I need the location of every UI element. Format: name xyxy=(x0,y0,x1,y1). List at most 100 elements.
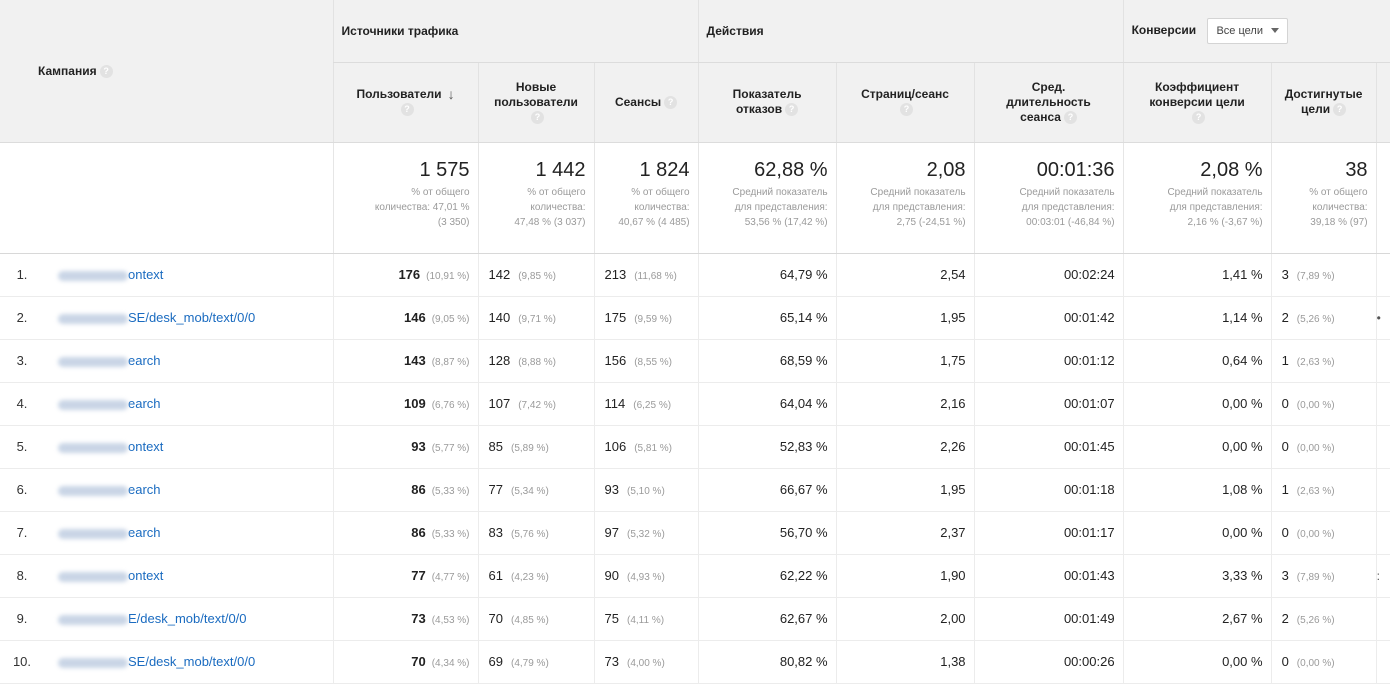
redacted-text xyxy=(58,270,128,281)
row-edge-cell xyxy=(1375,425,1390,469)
bounce-rate-column-header[interactable]: Показатель отказов? xyxy=(697,62,837,143)
new-users-column-header[interactable]: Новые пользователи? xyxy=(477,62,595,143)
avg-session-duration-column-header[interactable]: Сред. длительность сеанса? xyxy=(973,62,1124,143)
new-users-cell: 128 (8,88 %) xyxy=(477,339,595,383)
campaign-link[interactable]: ontext xyxy=(128,439,164,454)
sessions-cell: 75 (4,11 %) xyxy=(593,597,699,641)
table-row[interactable]: 7. earch 86 (5,33 %) 83 (5,76 %) 97 (5,32 %) 56,… xyxy=(0,511,1390,555)
row-edge-cell xyxy=(1375,382,1390,426)
avg-duration-cell: 00:01:18 xyxy=(973,468,1124,512)
avg-duration-cell: 00:01:42 xyxy=(973,296,1124,340)
conversion-rate-cell: 0,64 % xyxy=(1122,339,1272,383)
help-icon[interactable]: ? xyxy=(531,110,545,124)
campaign-link[interactable]: ontext xyxy=(128,267,164,282)
campaign-name-cell[interactable]: SE/desk_mob/text/0/0 xyxy=(44,296,334,340)
campaign-link[interactable]: earch xyxy=(128,525,161,540)
pages-per-session-column-header[interactable]: Страниц/сеанс? xyxy=(835,62,975,143)
users-column-header[interactable]: Пользователи ↓? xyxy=(332,62,479,143)
campaign-link[interactable]: earch xyxy=(128,396,161,411)
redacted-text xyxy=(58,571,128,582)
users-cell: 176 (10,91 %) xyxy=(332,253,479,297)
help-icon[interactable]: ? xyxy=(664,95,678,109)
sessions-cell: 106 (5,81 %) xyxy=(593,425,699,469)
campaign-name-cell[interactable]: earch xyxy=(44,382,334,426)
redacted-text xyxy=(58,399,128,410)
help-icon[interactable]: ? xyxy=(1192,110,1206,124)
pages-per-session-cell: 1,38 xyxy=(835,640,975,684)
redacted-text xyxy=(58,614,128,625)
sessions-column-header[interactable]: Сеансы? xyxy=(593,62,699,143)
sessions-cell: 114 (6,25 %) xyxy=(593,382,699,426)
row-number: 2. xyxy=(0,296,44,340)
table-row[interactable]: 3. earch 143 (8,87 %) 128 (8,88 %) 156 (8,55 %)… xyxy=(0,339,1390,383)
help-icon[interactable]: ? xyxy=(400,103,414,117)
goals-dropdown[interactable]: Все цели xyxy=(1207,17,1288,44)
table-row[interactable]: 9. E/desk_mob/text/0/0 73 (4,53 %) 70 (4,85 %… xyxy=(0,597,1390,641)
table-row[interactable]: 4. earch 109 (6,76 %) 107 (7,42 %) 114 (6,25 %)… xyxy=(0,382,1390,426)
sessions-cell: 93 (5,10 %) xyxy=(593,468,699,512)
row-edge-cell xyxy=(1375,511,1390,555)
bounce-rate-cell: 65,14 % xyxy=(697,296,837,340)
sessions-cell: 156 (8,55 %) xyxy=(593,339,699,383)
campaign-name-cell[interactable]: ontext xyxy=(44,253,334,297)
campaign-link[interactable]: earch xyxy=(128,353,161,368)
row-number: 3. xyxy=(0,339,44,383)
redacted-text xyxy=(58,442,128,453)
avg-duration-cell: 00:01:43 xyxy=(973,554,1124,598)
table-row[interactable]: 10. SE/desk_mob/text/0/0 70 (4,34 %) 69 (4,79… xyxy=(0,640,1390,684)
bounce-rate-cell: 64,79 % xyxy=(697,253,837,297)
row-edge-cell xyxy=(1375,597,1390,641)
pages-per-session-cell: 2,54 xyxy=(835,253,975,297)
bounce-rate-cell: 62,67 % xyxy=(697,597,837,641)
help-icon[interactable]: ? xyxy=(1063,110,1077,124)
sessions-cell: 97 (5,32 %) xyxy=(593,511,699,555)
campaign-name-cell[interactable]: E/desk_mob/text/0/0 xyxy=(44,597,334,641)
totals-avg-duration: 00:01:36 Средний показатель для представле… xyxy=(973,142,1124,254)
table-row[interactable]: 5. ontext 93 (5,77 %) 85 (5,89 %) 106 (5,81 %) 5… xyxy=(0,425,1390,469)
goal-completions-column-header[interactable]: Достигнутые цели? xyxy=(1270,62,1377,143)
table-row[interactable]: 6. earch 86 (5,33 %) 77 (5,34 %) 93 (5,10 %) 66,… xyxy=(0,468,1390,512)
new-users-cell: 140 (9,71 %) xyxy=(477,296,595,340)
campaign-name-cell[interactable]: SE/desk_mob/text/0/0 xyxy=(44,640,334,684)
redacted-text xyxy=(58,485,128,496)
new-users-cell: 69 (4,79 %) xyxy=(477,640,595,684)
row-edge-cell xyxy=(1375,468,1390,512)
help-icon[interactable]: ? xyxy=(1333,103,1347,117)
goal-completions-cell: 0 (0,00 %) xyxy=(1270,425,1377,469)
help-icon[interactable]: ? xyxy=(99,64,113,78)
avg-duration-cell: 00:00:26 xyxy=(973,640,1124,684)
help-icon[interactable]: ? xyxy=(785,103,799,117)
campaign-name-cell[interactable]: earch xyxy=(44,468,334,512)
campaign-link[interactable]: SE/desk_mob/text/0/0 xyxy=(128,654,256,669)
conversions-group-header: Конверсии Все цели xyxy=(1122,0,1390,63)
totals-conversion-rate: 2,08 % Средний показатель для представлени… xyxy=(1122,142,1272,254)
campaign-link[interactable]: SE/desk_mob/text/0/0 xyxy=(128,310,256,325)
row-number: 5. xyxy=(0,425,44,469)
pages-per-session-cell: 2,26 xyxy=(835,425,975,469)
row-edge-cell: • xyxy=(1375,296,1390,340)
goal-conversion-rate-column-header[interactable]: Коэффициент конверсии цели? xyxy=(1122,62,1272,143)
campaign-link[interactable]: E/desk_mob/text/0/0 xyxy=(128,611,247,626)
table-row[interactable]: 1. ontext 176 (10,91 %) 142 (9,85 %) 213 (11,68… xyxy=(0,253,1390,297)
goal-completions-cell: 0 (0,00 %) xyxy=(1270,382,1377,426)
campaign-name-cell[interactable]: earch xyxy=(44,511,334,555)
campaign-name-cell[interactable]: earch xyxy=(44,339,334,383)
sort-arrow-down-icon[interactable]: ↓ xyxy=(447,86,455,103)
campaign-link[interactable]: earch xyxy=(128,482,161,497)
bounce-rate-cell: 68,59 % xyxy=(697,339,837,383)
table-row[interactable]: 2. SE/desk_mob/text/0/0 146 (9,05 %) 140 (9,7… xyxy=(0,296,1390,340)
totals-sessions: 1 824% от общего количества: 40,67 % (4 48… xyxy=(593,142,699,254)
help-icon[interactable]: ? xyxy=(900,103,914,117)
bounce-rate-cell: 56,70 % xyxy=(697,511,837,555)
campaign-name-cell[interactable]: ontext xyxy=(44,425,334,469)
campaign-link[interactable]: ontext xyxy=(128,568,164,583)
users-cell: 143 (8,87 %) xyxy=(332,339,479,383)
bounce-rate-cell: 62,22 % xyxy=(697,554,837,598)
campaign-column-header[interactable]: Кампания? xyxy=(0,0,334,143)
goal-completions-cell: 3 (7,89 %) xyxy=(1270,253,1377,297)
totals-pages-per-session: 2,08 Средний показатель для представления:… xyxy=(835,142,975,254)
campaign-name-cell[interactable]: ontext xyxy=(44,554,334,598)
table-row[interactable]: 8. ontext 77 (4,77 %) 61 (4,23 %) 90 (4,93 %) 62… xyxy=(0,554,1390,598)
new-users-cell: 85 (5,89 %) xyxy=(477,425,595,469)
